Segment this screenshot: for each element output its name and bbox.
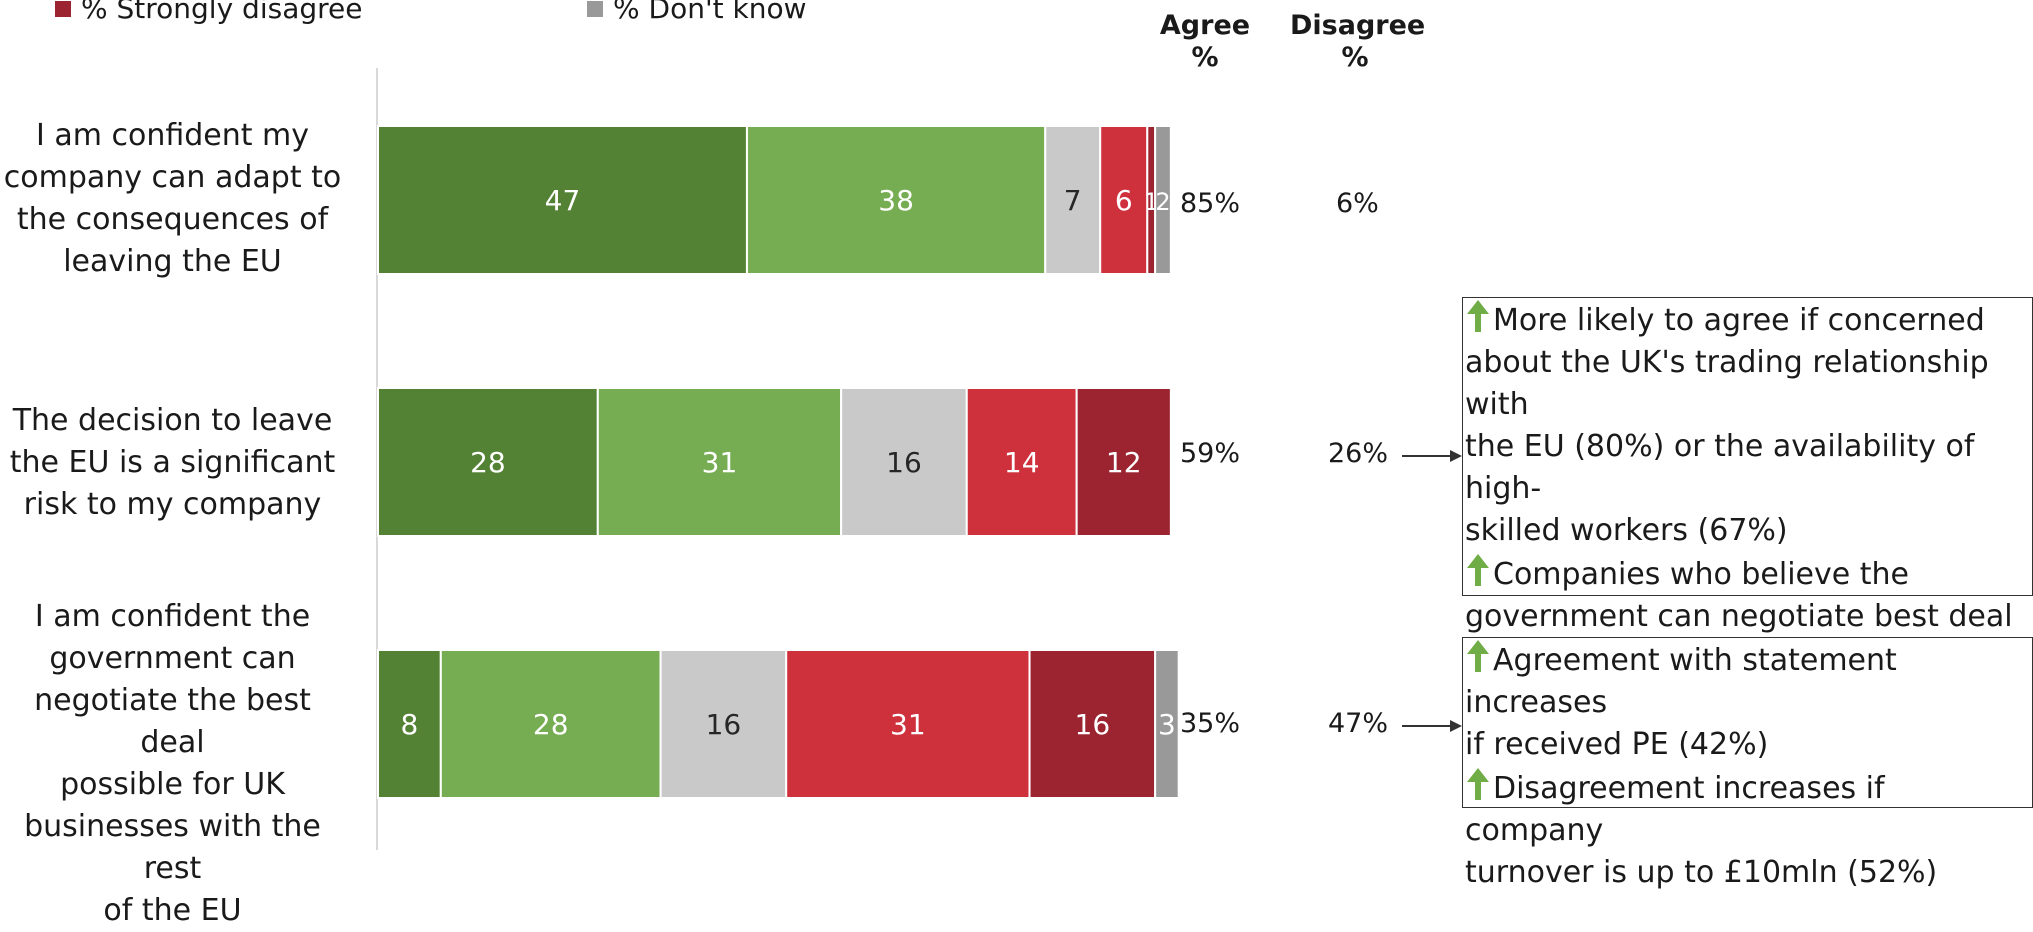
note-line: if received PE (42%) [1465,727,1769,762]
row-label-line: the EU is a significant [9,445,336,480]
bar-value-label: 14 [1004,446,1040,479]
bar-segment-dont-know [1154,649,1180,799]
disagree-header-line: Disagree [1290,10,1426,41]
disagree-pct-government-deal: 47% [1328,708,1389,739]
disagree-header-line: % [1341,42,1369,73]
row-label-line: government can [49,641,296,676]
row-label-line: risk to my company [23,487,322,522]
bar-value-label: 28 [533,708,569,741]
bar-segment-tend-disagree [785,649,1031,799]
bar-segment-tend-agree [439,649,662,799]
pointer-arrow-government-deal [1402,720,1462,732]
up-arrow-icon [1467,768,1489,800]
bar-segment-strongly-agree [377,125,748,275]
bar-value-label: 16 [706,708,742,741]
row-label-line: possible for UK [60,767,285,802]
bar-segment-neither [840,387,968,537]
row-label-line: I am confident my [35,118,310,153]
bar-segment-strongly-disagree [1028,649,1157,799]
note-line: about the UK's trading relationship with [1465,345,1989,422]
legend-swatch-dont-know [587,0,603,17]
disagree-pct-adapt: 6% [1336,188,1379,219]
legend-label-strongly-disagree: % Strongly disagree [81,0,363,25]
bar-segment-tend-disagree [965,387,1078,537]
agree-header-line: % [1191,42,1219,73]
agree-pct-government-deal: 35% [1180,708,1241,739]
note-line: Disagreement increases if company [1465,766,2030,852]
legend-swatch-strongly-disagree [55,0,71,17]
bar-value-label: 12 [1106,446,1142,479]
pointer-arrow-risk [1402,450,1462,462]
bar-segment-tend-agree [596,387,843,537]
bar-value-label: 2 [1155,188,1170,216]
bar-value-label: 31 [890,708,926,741]
bar-value-label: 38 [878,184,914,217]
row-label-line: leaving the EU [63,244,282,279]
bar-segment-dont-know [1154,125,1172,275]
disagree-pct-risk: 26% [1328,438,1389,469]
row-label-line: The decision to leave [12,403,333,438]
bar-segment-neither [1044,125,1102,275]
bar-segment-strongly-agree [377,387,599,537]
disagree-header-text: Disagree% [1290,10,1426,74]
agree-pct-risk: 59% [1180,438,1241,469]
note-line: skilled workers (67%) [1465,513,1788,548]
agree-pct-adapt: 85% [1180,188,1241,219]
note-line: the EU (80%) or the availability of high… [1465,429,1975,506]
bar-segment-strongly-disagree [1075,387,1172,537]
bar-value-label: 47 [545,184,581,217]
bar-value-label: 6 [1115,184,1133,217]
note-line: Companies who believe the [1465,552,2030,596]
note-line: Agreement with statement increases [1465,638,2030,724]
bar-value-label: 16 [886,446,922,479]
row-label-line: of the EU [103,893,242,928]
note-line: turnover is up to £10mln (52%) [1465,855,1938,890]
bar-segment-neither [659,649,788,799]
note-line: More likely to agree if concerned [1465,298,2030,342]
agree-header-line: Agree [1159,10,1251,41]
note-box-risk: More likely to agree if concerned about t… [1462,297,2033,718]
agree-column-header: Agree% [1150,10,1260,74]
row-label-line: the consequences of [16,202,329,237]
note-box-government-deal: Agreement with statement increases if rec… [1462,637,2033,890]
bar-value-label: 16 [1075,708,1111,741]
row-label-line: company can adapt to [3,160,342,195]
bar-segment-tend-disagree [1099,125,1149,275]
disagree-column-header: Disagree% [1290,10,1426,74]
row-label-line: I am confident the [34,599,311,634]
up-arrow-icon [1467,554,1489,586]
bar-value-label: 28 [470,446,506,479]
row-label-adapt: I am confident my company can adapt to the… [0,115,345,283]
bar-value-label: 31 [702,446,738,479]
bar-segment-tend-agree [745,125,1047,275]
legend-label-dont-know: % Don't know [613,0,807,25]
row-label-line: negotiate the best deal [34,683,311,760]
bar-value-label: 3 [1158,708,1176,741]
up-arrow-icon [1467,640,1489,672]
agree-header-text: Agree% [1150,10,1260,74]
legend-dont-know: % Don't know [587,0,807,25]
row-label-risk: The decision to leave the EU is a signifi… [0,400,345,526]
legend-strongly-disagree: % Strongly disagree [55,0,362,25]
row-label-government-deal: I am confident the government can negotiat… [0,596,345,932]
bar-value-label: 8 [400,708,418,741]
bar-value-label: 7 [1064,184,1082,217]
up-arrow-icon [1467,300,1489,332]
